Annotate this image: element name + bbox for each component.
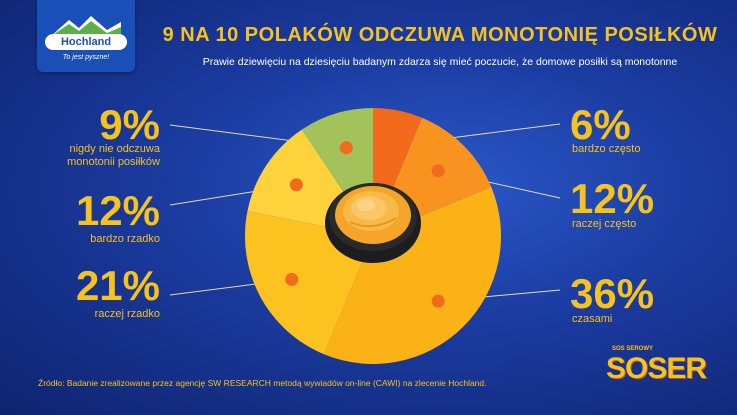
label-pct-czasami: 36%: [570, 270, 655, 317]
label-text-bardzo-czesto: bardzo często: [572, 143, 641, 155]
slice-marker-5: [339, 141, 353, 155]
label-pct-nigdy: 9%: [99, 101, 160, 148]
slice-marker-0: [384, 139, 398, 153]
mountain-icon: [51, 16, 121, 36]
label-pct-bardzo-rzadko: 12%: [75, 187, 160, 234]
logo-tagline: To jest pyszne!: [62, 54, 110, 61]
brand-main-text: SOSER: [606, 352, 707, 385]
slice-marker-3: [285, 272, 299, 286]
label-text-raczej-czesto: raczej często: [572, 218, 637, 230]
page-title: 9 NA 10 POLAKÓW ODCZUWA MONOTONIĘ POSIŁK…: [162, 24, 718, 46]
label-text-raczej-rzadko: raczej rzadko: [94, 308, 160, 320]
slice-marker-4: [289, 178, 303, 192]
pie-slice-2: [324, 187, 502, 365]
label-pct-raczej-rzadko: 21%: [75, 262, 160, 309]
brand-top-text: SOS SEROWY: [612, 346, 654, 352]
slice-marker-2: [431, 294, 445, 308]
soser-brand-logo: SOS SEROWY SOSER: [604, 346, 707, 396]
cheese-sauce-bowl-icon: [325, 183, 421, 263]
label-text-czasami: czasami: [572, 313, 613, 325]
label-text-nigdy-1: nigdy nie odczuwa: [69, 143, 160, 155]
page-subtitle: Prawie dziewięciu na dziesięciu badanym …: [202, 56, 678, 68]
label-text-nigdy-2: monotonii posiłków: [67, 156, 160, 168]
slice-marker-1: [431, 164, 445, 178]
label-text-bardzo-rzadko: bardzo rzadko: [90, 233, 160, 245]
logo-name: Hochland: [45, 34, 127, 50]
source-footnote: Źródło: Badanie zrealizowane przez agenc…: [38, 378, 487, 388]
hochland-logo: Hochland To jest pyszne!: [37, 0, 135, 72]
label-pct-raczej-czesto: 12%: [570, 175, 655, 222]
slice-markers: [285, 139, 445, 308]
label-pct-bardzo-czesto: 6%: [570, 101, 631, 148]
